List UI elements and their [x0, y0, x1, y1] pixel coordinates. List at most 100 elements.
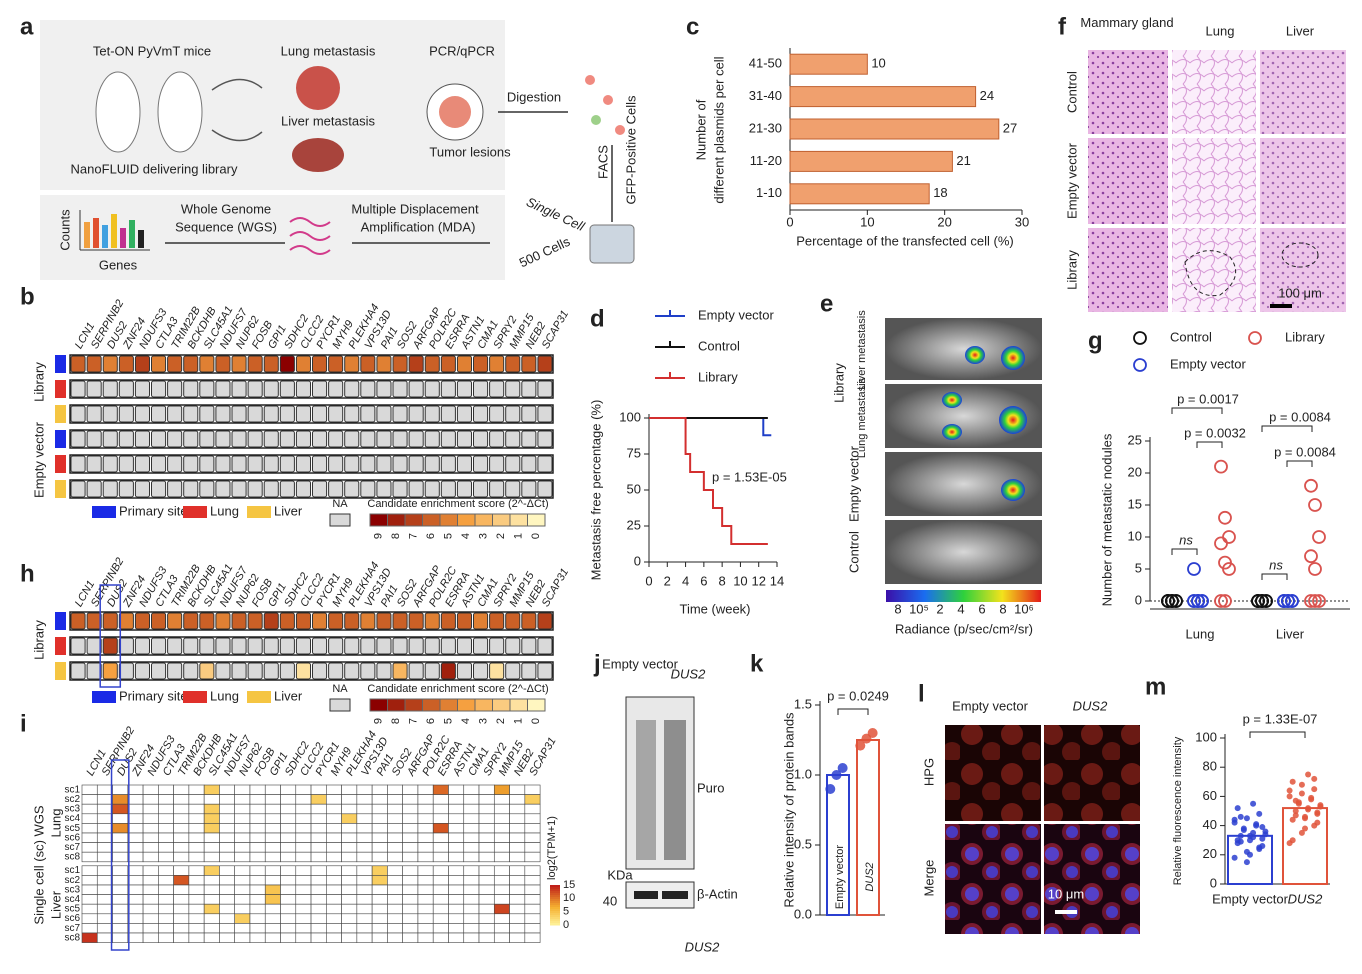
heat-cell [537, 405, 553, 423]
y-tick-label: 21-30 [749, 120, 782, 135]
heat-cell [310, 842, 327, 853]
heat-cell [392, 612, 408, 630]
heat-cell [215, 480, 231, 498]
heat-cell [199, 455, 215, 473]
label: Library [831, 363, 846, 403]
cell-icon [585, 75, 595, 85]
heat-cell [263, 380, 279, 398]
heat-cell [188, 913, 205, 924]
tumor-icon [439, 96, 471, 128]
heat-cell [81, 884, 98, 895]
histology [1260, 228, 1346, 312]
heat-cell [173, 851, 190, 863]
heat-cell [341, 903, 358, 915]
heat-cell [231, 612, 247, 630]
heat-cell [478, 875, 495, 886]
heat-cell [81, 784, 98, 795]
y-tick-label: 1-10 [756, 185, 782, 200]
heat-cell [112, 784, 129, 795]
scale-cell [457, 513, 476, 527]
label: Whole Genome [181, 201, 271, 216]
legend-swatch [1248, 331, 1262, 345]
heat-cell [183, 637, 199, 655]
heat-cell [158, 903, 174, 915]
heat-cell [310, 903, 327, 915]
heat-cell [134, 662, 150, 680]
heat-cell [509, 803, 526, 815]
heat-cell [493, 923, 510, 934]
heat-cell [295, 932, 312, 943]
heat-cell [86, 612, 102, 630]
heat-cell [448, 803, 465, 815]
heat-cell [112, 842, 129, 853]
heat-cell [151, 612, 167, 630]
scale-cell [369, 513, 388, 527]
heat-cell [417, 913, 434, 924]
scale-tick: 5 [443, 718, 455, 724]
blot-lane [636, 720, 656, 860]
heat-cell [521, 662, 537, 680]
y-axis-title: Relative intensity of protein bands [781, 712, 796, 908]
heat-cell [86, 380, 102, 398]
data-point [1243, 815, 1250, 822]
heat-cell [295, 637, 311, 655]
data-point [1165, 594, 1179, 608]
y-tick-label: 20 [1203, 846, 1217, 861]
heat-cell [537, 430, 553, 448]
icon-bar [102, 225, 108, 248]
heat-cell [387, 832, 403, 843]
data-point [1304, 549, 1318, 564]
heat-cell [440, 662, 456, 680]
bracket [1196, 441, 1223, 448]
heat-cell [417, 823, 434, 834]
heat-cell [264, 865, 281, 876]
colorbar-seg [550, 885, 560, 888]
legend-label: Control [698, 338, 740, 353]
heat-cell [489, 662, 505, 680]
heat-cell [509, 903, 526, 915]
y-tick-label: 1.0 [794, 766, 812, 781]
heat-cell [376, 662, 392, 680]
heat-cell [234, 794, 251, 805]
heat-cell [493, 803, 510, 815]
heat-cell [424, 405, 440, 423]
heat-cell [167, 380, 183, 398]
heat-cell [310, 823, 327, 834]
heat-cell [356, 813, 373, 824]
bracket [1171, 407, 1223, 414]
heat-cell [473, 380, 489, 398]
heat-cell [249, 913, 266, 924]
heat-cell [463, 832, 480, 843]
heat-cell [264, 784, 281, 795]
legend-swatch [1133, 331, 1147, 345]
data-point [1187, 594, 1201, 608]
heat-cell [537, 480, 553, 498]
histology [1088, 228, 1168, 312]
colorbar-seg [550, 899, 560, 902]
heat-cell [203, 794, 220, 805]
heat-cell [371, 823, 388, 834]
heat-cell [424, 380, 440, 398]
heat-cell [203, 875, 220, 886]
heat-cell [142, 823, 159, 834]
heat-cell [173, 903, 190, 915]
data-point [1286, 787, 1293, 794]
heat-cell [392, 405, 408, 423]
heat-cell [167, 405, 183, 423]
heat-cell [408, 430, 424, 448]
heat-cell [173, 794, 190, 805]
heat-cell [188, 842, 205, 853]
heat-cell [249, 832, 266, 843]
heat-cell [86, 455, 102, 473]
scale-cell [369, 698, 388, 712]
y-tick-label: 1.5 [794, 696, 812, 711]
heat-cell [264, 894, 281, 905]
heat-cell [231, 430, 247, 448]
heat-cell [264, 875, 281, 886]
icon-bar [84, 222, 90, 248]
heat-cell [408, 662, 424, 680]
heat-cell [326, 803, 342, 815]
bar [789, 53, 868, 75]
row-frame [69, 404, 554, 424]
cell-label: sc3 [64, 884, 80, 895]
